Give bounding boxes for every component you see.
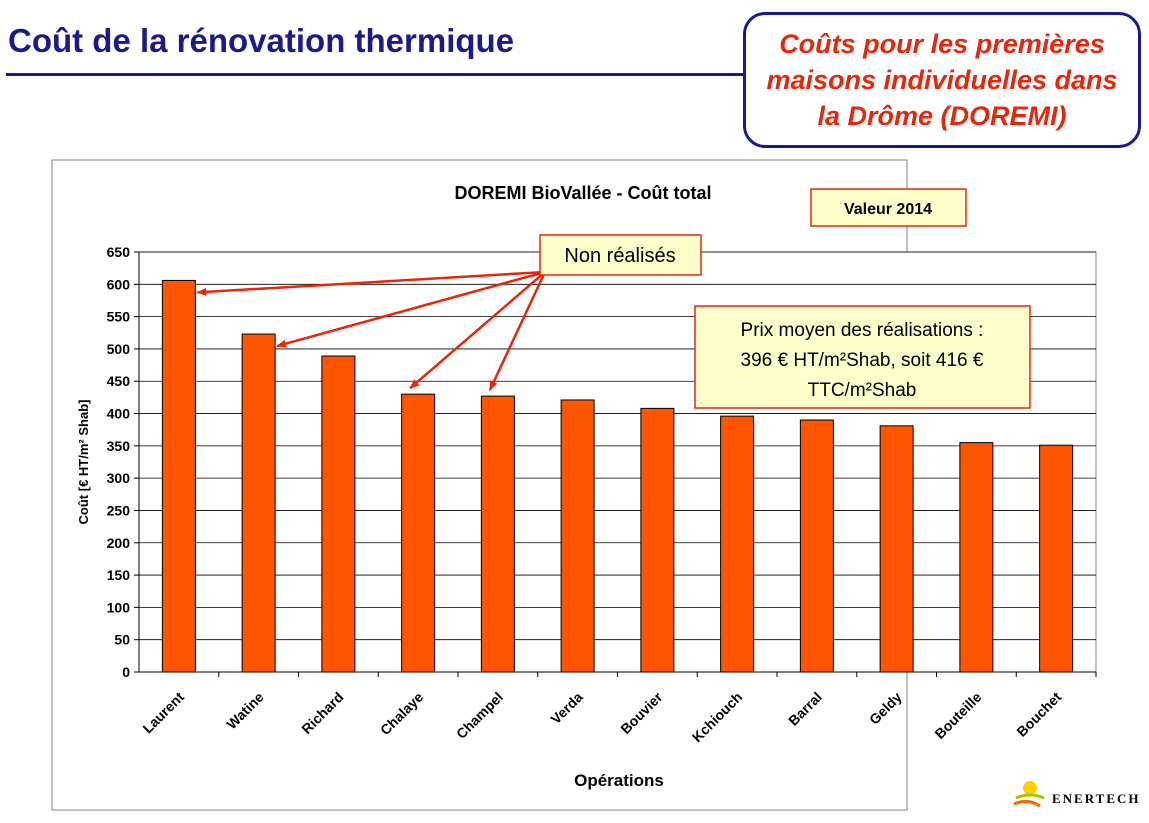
y-tick-label: 600 (107, 276, 131, 292)
bar (799, 419, 834, 673)
y-tick-label: 650 (107, 244, 131, 260)
y-tick-label: 250 (107, 502, 131, 518)
logo-text: ENERTECH (1052, 791, 1141, 806)
bar (321, 355, 356, 673)
y-tick-label: 150 (107, 567, 131, 583)
non-realises-box (539, 234, 702, 276)
bar (161, 279, 196, 673)
y-tick-label: 350 (107, 438, 131, 454)
chart-title: DOREMI BioVallée - Coût total (454, 183, 711, 203)
x-tick-label: Bouteille (931, 689, 984, 742)
non-realise-arrow (276, 270, 546, 348)
bar (640, 407, 675, 673)
y-axis-title: Coût [€ HT/m² Shab] (76, 400, 91, 525)
y-tick-label: 100 (107, 599, 131, 615)
average-price-text: TTC/m²Shab (808, 380, 917, 401)
non-realise-arrow (196, 270, 546, 296)
average-price-text: 396 € HT/m²Shab, soit 416 € (741, 350, 984, 371)
bar (241, 333, 276, 673)
bar (480, 395, 515, 673)
bar (401, 393, 436, 673)
enertech-logo: ENERTECH (1010, 776, 1149, 818)
average-price-text: Prix moyen des réalisations : (741, 320, 984, 341)
y-tick-label: 200 (107, 535, 131, 551)
x-axis-title: Opérations (574, 771, 664, 790)
bar (1039, 444, 1074, 673)
bar (879, 425, 914, 673)
year-label-box (810, 188, 967, 227)
y-tick-label: 300 (107, 470, 131, 486)
non-realise-arrow (488, 271, 547, 391)
slide-title: Coût de la rénovation thermique (8, 22, 515, 59)
bars-layer (161, 279, 1074, 673)
bar (959, 442, 994, 673)
y-tick-label: 400 (107, 406, 131, 422)
y-tick-label: 500 (107, 341, 131, 357)
y-tick-label: 50 (114, 632, 130, 648)
year-label-text: Valeur 2014 (844, 201, 932, 218)
callout-text: Coûts pour les premières maisons individ… (766, 29, 1118, 131)
callout-box: Coûts pour les premières maisons individ… (743, 12, 1141, 148)
annotation-layer: Valeur 2014 Non réalisés Prix moyen des ré… (196, 188, 1031, 409)
x-tick-label: Bouchet (1013, 689, 1064, 740)
bar (560, 399, 595, 673)
y-tick-label: 450 (107, 373, 131, 389)
y-tick-label: 0 (122, 664, 130, 680)
average-price-box (694, 305, 1031, 409)
non-realises-text: Non réalisés (564, 245, 675, 267)
title-underline (6, 73, 748, 76)
non-realise-arrow (409, 271, 546, 390)
y-tick-label: 550 (107, 309, 131, 325)
sun-icon (1013, 781, 1045, 808)
bar (720, 415, 755, 673)
